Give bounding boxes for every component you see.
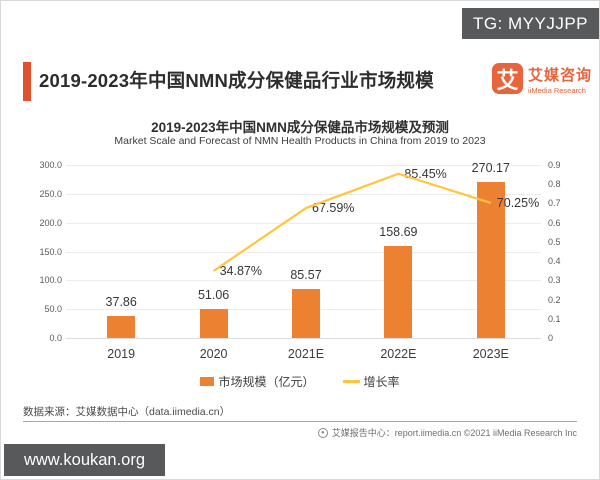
y-axis-right-tick: 0.6 [548,217,561,228]
bar-2020 [199,308,228,338]
legend-bar-label: 市场规模（亿元） [218,375,315,389]
logo-name-en: iiMedia Research [528,86,586,95]
gridline [66,338,541,339]
site-watermark-badge: www.koukan.org [4,444,165,476]
legend-item-growth-rate: 增长率 [342,373,400,390]
gridline [66,193,541,195]
bar-value-label: 85.57 [290,267,322,282]
y-axis-left-tick: 300.0 [39,160,62,170]
y-axis-right-tick: 0.4 [548,256,561,267]
chart-title: 2019-2023年中国NMN成分保健品市场规模及预测 [151,120,449,135]
y-axis-right-tick: 0.2 [548,294,561,305]
report-title: 2019-2023年中国NMN成分保健品行业市场规模 [39,70,434,91]
legend-line-swatch [342,380,360,383]
iimedia-logo-text: 艾媒咨询 iiMedia Research [528,63,592,95]
y-axis-left-tick: 200.0 [39,217,62,228]
telegram-watermark-badge: TG: MYYJJPP [462,8,599,39]
report-center-text: 艾媒报告中心：report.iimedia.cn ©2021 iiMedia R… [331,428,577,438]
y-axis-right-tick: 0.8 [548,179,561,190]
growth-rate-label: 70.25% [496,195,540,210]
y-axis-left-tick: 250.0 [39,188,62,199]
growth-rate-label: 34.87% [219,263,262,278]
bar-value-label: 51.06 [197,287,230,302]
legend-line-label: 增长率 [363,375,400,389]
gridline [66,280,541,282]
y-axis-right-tick: 0.9 [548,160,561,170]
bar-value-label: 37.86 [105,295,137,310]
bar-2022E [384,246,413,338]
bar-value-label: 270.17 [471,161,510,176]
bar-2019 [107,316,136,338]
growth-rate-label: 85.45% [404,166,447,181]
legend-bar-swatch [200,377,215,386]
data-source-note: 数据来源：艾媒数据中心（data.iimedia.cn） [23,406,231,418]
y-axis-left-tick: 50.0 [44,304,62,315]
plot-area: 300.0 250.0 200.0 150.0 100.0 50.0 0.0 0.9 0.8 0.… [39,160,560,361]
y-axis-left-tick: 150.0 [39,246,62,257]
header-accent-bar [23,62,31,101]
gridline [66,222,541,224]
chart-subtitle: Market Scale and Forecast of NMN Health … [114,135,486,147]
gridline [66,251,541,253]
y-axis-right-tick: 0.3 [548,275,561,286]
y-axis-left-tick: 0.0 [49,333,62,343]
legend: 市场规模（亿元） 增长率 [1,373,599,390]
y-axis-right-tick: 0.7 [548,198,561,209]
bar-value-label: 158.69 [379,225,418,240]
y-axis-right-tick: 0 [548,333,554,343]
bar-2023E [476,182,505,338]
y-axis-left-tick: 100.0 [39,275,62,286]
growth-rate-line [212,172,492,272]
x-axis-tick: 2020 [199,347,228,361]
y-axis-right-tick: 0.5 [548,236,561,247]
legend-item-market-scale: 市场规模（亿元） [200,373,315,390]
bar-2021E [292,288,320,338]
report-center-note: ● 艾媒报告中心：report.iimedia.cn ©2021 iiMedia… [317,426,577,439]
footer-divider [23,421,577,422]
x-axis-tick: 2019 [107,347,136,361]
iimedia-logo: 艾 艾媒咨询 iiMedia Research [492,63,592,95]
iimedia-logo-icon: 艾 [492,63,523,94]
y-axis-right-tick: 0.1 [548,313,561,324]
x-axis-tick: 2022E [380,347,417,361]
gridline [66,165,541,166]
growth-rate-label: 67.59% [312,201,355,216]
x-axis-tick: 2023E [472,347,509,361]
logo-name-cn: 艾媒咨询 [528,67,593,84]
iimedia-footer-icon: ● [317,427,328,438]
x-axis-tick: 2021E [287,347,325,361]
